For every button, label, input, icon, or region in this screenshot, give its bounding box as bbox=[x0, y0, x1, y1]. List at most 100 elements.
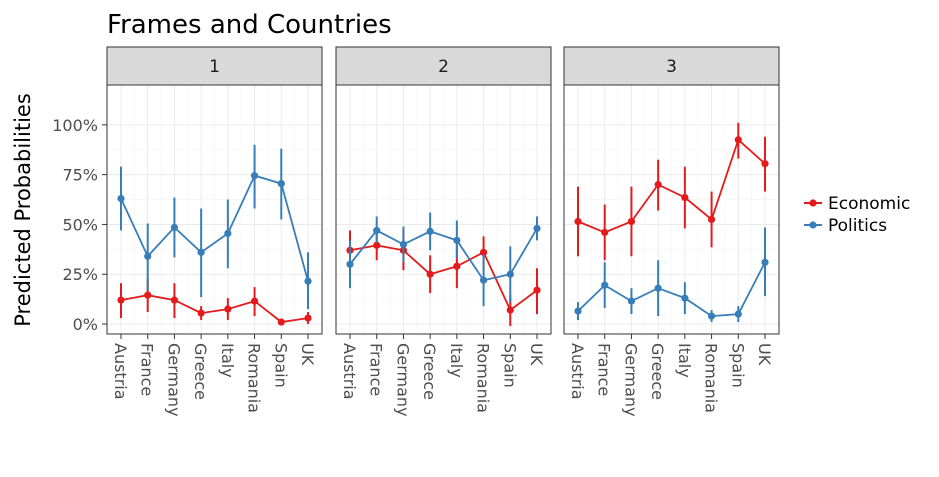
facet-strip bbox=[106, 46, 323, 86]
data-point bbox=[533, 224, 541, 233]
x-tick-label: France bbox=[138, 343, 157, 396]
y-tick-label: 0% bbox=[73, 315, 98, 334]
data-point bbox=[627, 297, 636, 305]
legend-key-point bbox=[809, 199, 817, 207]
chart-title: Frames and Countries bbox=[107, 10, 392, 40]
y-axis-label: Predicted Probabilities bbox=[11, 93, 35, 327]
data-point bbox=[734, 310, 742, 318]
data-point bbox=[479, 248, 488, 256]
data-point bbox=[574, 307, 582, 315]
data-point bbox=[170, 223, 179, 232]
facet-strip-label: 2 bbox=[438, 57, 449, 77]
x-tick-label: Spain bbox=[500, 343, 519, 388]
x-tick-label: Italy bbox=[675, 343, 694, 378]
x-tick-label: Romania bbox=[474, 343, 493, 413]
data-point bbox=[654, 284, 662, 292]
data-point bbox=[117, 296, 125, 304]
data-point bbox=[681, 193, 689, 202]
panel-border bbox=[335, 84, 552, 335]
y-axis-ticks: 0% 25% 50% 75% 100% bbox=[52, 116, 107, 334]
legend-item-economic: Economic bbox=[804, 194, 910, 214]
series-line bbox=[120, 174, 309, 282]
facet-strip bbox=[335, 46, 552, 86]
data-point bbox=[399, 240, 408, 248]
x-tick-label: France bbox=[595, 343, 614, 396]
data-point bbox=[426, 227, 434, 236]
x-tick-label: Germany bbox=[164, 343, 183, 417]
data-point bbox=[197, 309, 205, 317]
data-point bbox=[506, 270, 514, 278]
series-line bbox=[349, 227, 538, 282]
x-tick-label: Italy bbox=[447, 343, 466, 378]
data-point bbox=[277, 318, 285, 326]
facet-panel-3: 3 Austria France Germany Greece Italy Romania S… bbox=[563, 46, 780, 417]
data-point bbox=[304, 314, 312, 322]
series-politics bbox=[346, 212, 541, 307]
data-point bbox=[224, 229, 232, 238]
legend-label: Politics bbox=[828, 216, 887, 236]
facet-strip bbox=[563, 46, 780, 86]
y-tick-label: 100% bbox=[52, 116, 98, 135]
data-point bbox=[601, 228, 609, 237]
facet-strip-label: 1 bbox=[209, 57, 220, 77]
x-tick-label: UK bbox=[298, 343, 317, 366]
series-politics bbox=[117, 144, 312, 310]
x-tick-label: Austria bbox=[568, 343, 587, 400]
data-point bbox=[197, 248, 205, 256]
data-point bbox=[426, 270, 434, 278]
y-tick-label: 75% bbox=[62, 166, 98, 185]
data-point bbox=[304, 277, 312, 285]
data-point bbox=[707, 312, 716, 320]
data-point bbox=[117, 194, 125, 203]
data-point bbox=[170, 296, 179, 304]
data-point bbox=[144, 291, 152, 299]
data-point bbox=[479, 276, 488, 284]
x-tick-label: Italy bbox=[218, 343, 237, 378]
x-tick-label: Greece bbox=[420, 343, 439, 400]
series-line bbox=[349, 244, 538, 312]
data-point bbox=[734, 136, 742, 144]
data-point bbox=[654, 181, 662, 189]
data-point bbox=[453, 262, 461, 270]
data-point bbox=[250, 297, 259, 305]
series-line bbox=[120, 294, 309, 323]
data-point bbox=[533, 286, 541, 294]
data-point bbox=[346, 260, 354, 268]
data-point bbox=[601, 281, 609, 289]
series-politics bbox=[574, 227, 769, 323]
x-tick-label: Germany bbox=[393, 343, 412, 417]
x-tick-label: Germany bbox=[621, 343, 640, 417]
legend-item-politics: Politics bbox=[804, 216, 887, 236]
y-tick-label: 25% bbox=[62, 265, 98, 284]
data-point bbox=[453, 236, 461, 244]
series-economic bbox=[574, 122, 769, 261]
data-point bbox=[707, 215, 716, 224]
legend-label: Economic bbox=[828, 194, 910, 214]
data-point bbox=[373, 241, 381, 249]
data-point bbox=[144, 252, 152, 260]
x-tick-label: Spain bbox=[271, 343, 290, 388]
x-tick-label: UK bbox=[755, 343, 774, 366]
data-point bbox=[506, 306, 514, 314]
x-tick-label: Greece bbox=[191, 343, 210, 400]
data-point bbox=[681, 294, 689, 302]
data-point bbox=[761, 160, 769, 168]
series-line bbox=[577, 138, 766, 234]
data-point bbox=[373, 226, 381, 235]
x-tick-label: Romania bbox=[702, 343, 721, 413]
x-tick-label: Spain bbox=[728, 343, 747, 388]
data-point bbox=[627, 217, 636, 226]
legend-key-point bbox=[809, 221, 817, 229]
data-point bbox=[574, 217, 582, 226]
panel-border bbox=[563, 84, 780, 335]
x-tick-label: Austria bbox=[111, 343, 130, 400]
data-point bbox=[250, 172, 259, 180]
data-point bbox=[761, 258, 769, 266]
x-tick-label: UK bbox=[527, 343, 546, 366]
panel-border bbox=[106, 84, 323, 335]
series-line bbox=[577, 261, 766, 318]
data-point bbox=[277, 180, 285, 188]
x-tick-label: Greece bbox=[648, 343, 667, 400]
